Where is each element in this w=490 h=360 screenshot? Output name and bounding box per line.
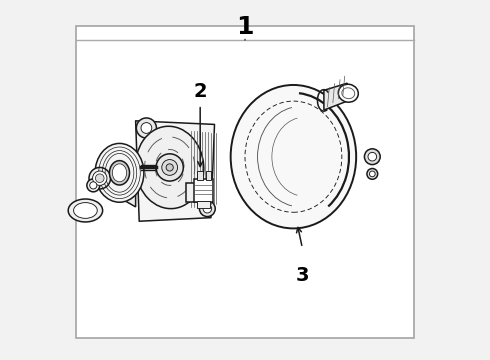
Circle shape [89,167,111,189]
Circle shape [87,179,100,192]
Bar [196,201,210,208]
Circle shape [199,201,215,217]
Circle shape [136,118,156,138]
Ellipse shape [68,199,102,222]
Circle shape [90,182,97,189]
Circle shape [162,159,177,175]
Circle shape [203,204,212,213]
Bar [205,171,211,180]
Text: 2: 2 [194,82,207,101]
Circle shape [367,168,378,179]
FancyBboxPatch shape [194,179,213,202]
Ellipse shape [136,126,204,209]
Bar [197,171,203,180]
Circle shape [365,149,380,165]
Ellipse shape [74,203,97,219]
Text: 3: 3 [295,266,309,285]
Polygon shape [324,83,347,110]
Circle shape [96,174,104,183]
Ellipse shape [95,143,144,202]
Polygon shape [136,121,215,221]
FancyBboxPatch shape [76,26,414,338]
Circle shape [122,186,135,199]
Ellipse shape [231,85,356,228]
Circle shape [156,154,183,181]
Circle shape [369,171,375,177]
Circle shape [166,164,173,171]
FancyBboxPatch shape [186,183,196,202]
Ellipse shape [109,161,129,185]
Circle shape [368,152,377,161]
Circle shape [141,123,152,134]
Text: 1: 1 [236,15,254,39]
Circle shape [93,171,107,185]
Ellipse shape [338,84,358,102]
Polygon shape [123,182,136,207]
Ellipse shape [112,164,126,182]
